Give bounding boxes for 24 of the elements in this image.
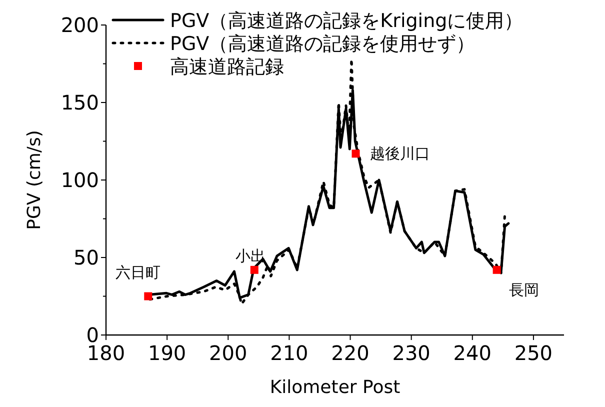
x-tick-label: 240	[453, 341, 492, 365]
y-tick-label: 100	[60, 168, 99, 192]
point	[144, 292, 152, 300]
y-axis-title: PGV (cm/s)	[24, 130, 45, 230]
point	[492, 266, 501, 274]
x-tick-label: 190	[148, 341, 186, 365]
point	[352, 150, 360, 158]
y-tick-label: 200	[60, 13, 99, 37]
x-tick-label: 220	[331, 341, 370, 365]
x-tick-label: 180	[86, 341, 126, 365]
legend-label: PGV（高速道路の記録を使用せず）	[170, 33, 476, 55]
point	[250, 266, 258, 274]
annotation: 長岡	[508, 280, 539, 299]
x-tick-label: 250	[514, 341, 553, 365]
legend-label: 高速道路記録	[170, 56, 284, 78]
y-tick-label: 150	[60, 90, 99, 114]
annotation: 越後川口	[370, 144, 430, 163]
legend-label: PGV（高速道路の記録をKrigingに使用）	[170, 10, 524, 32]
y-tick-label: 50	[74, 246, 99, 270]
x-tick-label: 200	[209, 341, 248, 365]
annotation: 六日町	[116, 263, 161, 282]
x-axis-title: Kilometer Post	[270, 377, 400, 398]
x-tick-label: 210	[270, 341, 308, 365]
x-tick-label: 230	[392, 341, 430, 365]
